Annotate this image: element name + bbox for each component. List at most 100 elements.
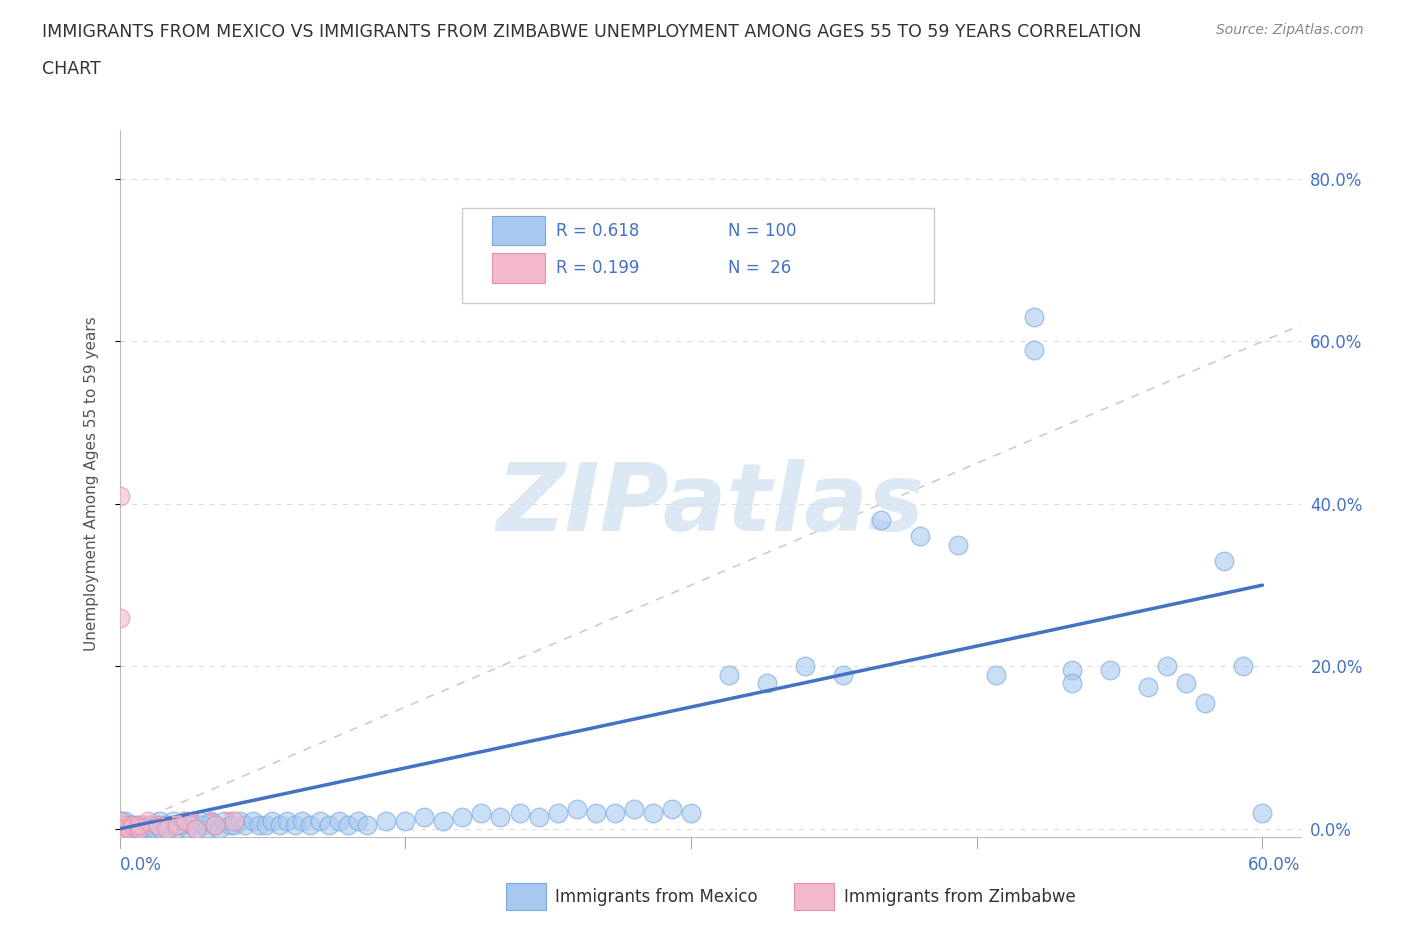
Text: N =  26: N = 26 bbox=[728, 259, 792, 277]
Point bbox=[108, 817, 131, 832]
Point bbox=[547, 805, 569, 820]
Point bbox=[128, 821, 150, 836]
Text: ZIPatlas: ZIPatlas bbox=[496, 458, 924, 551]
Point bbox=[1022, 310, 1045, 325]
Point bbox=[585, 805, 607, 820]
Point bbox=[432, 814, 454, 829]
Point bbox=[254, 817, 277, 832]
Text: 60.0%: 60.0% bbox=[1249, 856, 1301, 873]
Point bbox=[118, 821, 141, 836]
Point bbox=[565, 801, 588, 816]
Point bbox=[328, 814, 350, 829]
Point bbox=[157, 821, 180, 836]
Point bbox=[318, 817, 340, 832]
Point bbox=[1060, 663, 1083, 678]
Text: Source: ZipAtlas.com: Source: ZipAtlas.com bbox=[1216, 23, 1364, 37]
Point bbox=[527, 809, 550, 824]
Point bbox=[794, 659, 817, 674]
Point bbox=[1175, 675, 1198, 690]
Point bbox=[118, 817, 141, 832]
Point bbox=[375, 814, 398, 829]
Point bbox=[1213, 553, 1236, 568]
Bar bbox=[794, 884, 834, 910]
Y-axis label: Unemployment Among Ages 55 to 59 years: Unemployment Among Ages 55 to 59 years bbox=[84, 316, 98, 651]
Text: 0.0%: 0.0% bbox=[120, 856, 162, 873]
Point bbox=[204, 817, 226, 832]
Point bbox=[661, 801, 683, 816]
Point bbox=[114, 814, 136, 829]
Point bbox=[169, 817, 191, 832]
Point bbox=[155, 817, 177, 832]
Point bbox=[112, 821, 135, 836]
Point bbox=[222, 817, 245, 832]
Point bbox=[108, 821, 131, 836]
Point bbox=[1060, 675, 1083, 690]
Point bbox=[142, 821, 165, 836]
Point bbox=[125, 821, 148, 836]
Point bbox=[623, 801, 645, 816]
Point bbox=[166, 821, 188, 836]
Point bbox=[146, 817, 169, 832]
Text: Immigrants from Mexico: Immigrants from Mexico bbox=[555, 887, 758, 906]
Point bbox=[308, 814, 330, 829]
Point bbox=[470, 805, 492, 820]
Point bbox=[120, 817, 142, 832]
Point bbox=[489, 809, 512, 824]
Point bbox=[125, 817, 148, 832]
Point bbox=[162, 814, 184, 829]
Point bbox=[242, 814, 264, 829]
Text: R = 0.618: R = 0.618 bbox=[557, 221, 640, 240]
Point bbox=[108, 821, 131, 836]
Point bbox=[509, 805, 531, 820]
Point bbox=[135, 821, 157, 836]
Point bbox=[177, 821, 200, 836]
Point bbox=[200, 814, 222, 829]
Point bbox=[228, 814, 250, 829]
Point bbox=[908, 529, 931, 544]
Point bbox=[114, 821, 136, 836]
Point bbox=[1194, 696, 1216, 711]
Point bbox=[108, 814, 131, 829]
Point bbox=[108, 821, 131, 836]
Point bbox=[1099, 663, 1122, 678]
Point bbox=[166, 817, 188, 832]
Point bbox=[108, 821, 131, 836]
Text: IMMIGRANTS FROM MEXICO VS IMMIGRANTS FROM ZIMBABWE UNEMPLOYMENT AMONG AGES 55 TO: IMMIGRANTS FROM MEXICO VS IMMIGRANTS FRO… bbox=[42, 23, 1142, 41]
Point bbox=[984, 667, 1007, 682]
Point bbox=[108, 821, 131, 836]
Point bbox=[174, 814, 197, 829]
Point bbox=[718, 667, 741, 682]
Point bbox=[679, 805, 702, 820]
Text: CHART: CHART bbox=[42, 60, 101, 78]
Point bbox=[193, 817, 215, 832]
Point bbox=[219, 817, 242, 832]
Point bbox=[108, 610, 131, 625]
Point bbox=[394, 814, 416, 829]
Point bbox=[1156, 659, 1178, 674]
Point bbox=[247, 817, 270, 832]
Point bbox=[136, 814, 159, 829]
Point bbox=[129, 821, 152, 836]
Point bbox=[150, 821, 173, 836]
Point bbox=[148, 814, 170, 829]
Point bbox=[108, 821, 131, 836]
Point bbox=[641, 805, 664, 820]
Point bbox=[108, 821, 131, 836]
Point bbox=[356, 817, 378, 832]
Point bbox=[269, 817, 291, 832]
Point bbox=[337, 817, 360, 832]
Point bbox=[1137, 679, 1160, 694]
Point bbox=[110, 814, 132, 829]
Bar bbox=[506, 884, 546, 910]
Point bbox=[222, 814, 245, 829]
Point bbox=[124, 821, 146, 836]
Point bbox=[108, 817, 131, 832]
Point bbox=[121, 821, 143, 836]
Point bbox=[139, 821, 162, 836]
Point bbox=[118, 821, 141, 836]
Point bbox=[184, 821, 207, 836]
Point bbox=[603, 805, 626, 820]
Text: Immigrants from Zimbabwe: Immigrants from Zimbabwe bbox=[844, 887, 1076, 906]
Text: R = 0.199: R = 0.199 bbox=[557, 259, 640, 277]
Point bbox=[1251, 805, 1274, 820]
